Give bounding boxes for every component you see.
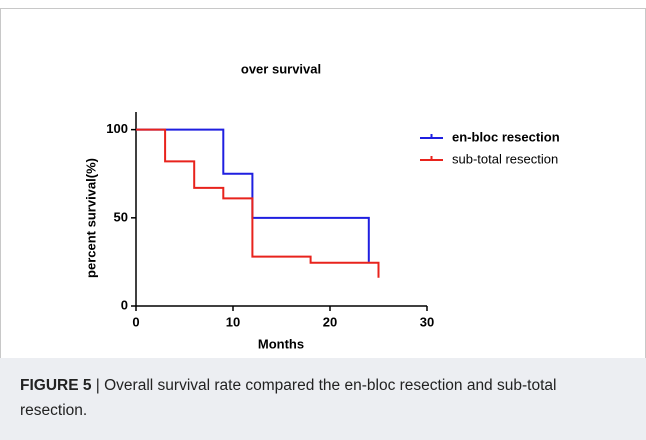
x-axis-label: Months (258, 336, 304, 351)
caption: FIGURE 5 | Overall survival rate compare… (0, 358, 646, 440)
chart: over survival Months percent survival(%)… (83, 61, 560, 351)
x-tick-label: 30 (420, 314, 434, 329)
legend-label: en-bloc resection (452, 129, 560, 144)
chart-title: over survival (241, 61, 321, 76)
x-tick-label: 20 (323, 314, 337, 329)
y-tick-label: 50 (114, 209, 128, 224)
caption-label: FIGURE 5 (20, 377, 92, 394)
survival-line (136, 128, 380, 278)
y-tick-label: 100 (106, 121, 128, 136)
survival-line (136, 128, 370, 262)
y-axis-label: percent survival(%) (83, 158, 98, 278)
x-tick-label: 10 (226, 314, 240, 329)
x-tick-label: 0 (132, 314, 139, 329)
caption-text: | Overall survival rate compared the en-… (20, 377, 557, 419)
y-tick-label: 0 (121, 297, 128, 312)
legend-label: sub-total resection (452, 151, 558, 166)
